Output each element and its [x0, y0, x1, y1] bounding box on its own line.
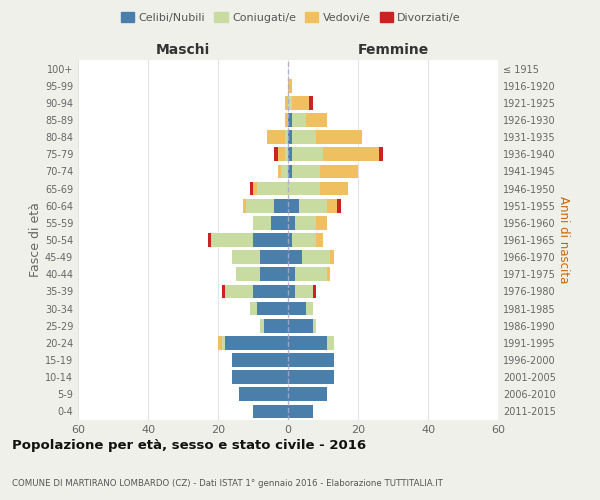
Bar	[221, 284, 225, 298]
Bar	[211, 233, 253, 247]
Bar	[242, 199, 246, 212]
Bar	[225, 336, 288, 349]
Bar	[253, 216, 271, 230]
Bar	[316, 216, 326, 230]
Bar	[232, 370, 288, 384]
Bar	[253, 284, 288, 298]
Bar	[288, 319, 313, 332]
Text: COMUNE DI MARTIRANO LOMBARDO (CZ) - Dati ISTAT 1° gennaio 2016 - Elaborazione TU: COMUNE DI MARTIRANO LOMBARDO (CZ) - Dati…	[12, 478, 443, 488]
Bar	[281, 164, 288, 178]
Bar	[235, 268, 260, 281]
Bar	[246, 199, 274, 212]
Bar	[284, 148, 288, 161]
Bar	[292, 130, 316, 144]
Bar	[288, 148, 292, 161]
Bar	[316, 233, 323, 247]
Bar	[299, 199, 326, 212]
Bar	[263, 319, 288, 332]
Bar	[288, 130, 292, 144]
Bar	[295, 268, 326, 281]
Bar	[305, 113, 326, 127]
Bar	[292, 148, 323, 161]
Bar	[288, 96, 292, 110]
Bar	[313, 284, 316, 298]
Text: Popolazione per età, sesso e stato civile - 2016: Popolazione per età, sesso e stato civil…	[12, 440, 366, 452]
Bar	[337, 199, 341, 212]
Legend: Celibi/Nubili, Coniugati/e, Vedovi/e, Divorziati/e: Celibi/Nubili, Coniugati/e, Vedovi/e, Di…	[116, 8, 466, 28]
Bar	[232, 250, 260, 264]
Bar	[239, 388, 288, 401]
Bar	[288, 113, 292, 127]
Bar	[260, 250, 288, 264]
Bar	[232, 353, 288, 367]
Bar	[288, 164, 292, 178]
Bar	[271, 216, 288, 230]
Bar	[292, 233, 316, 247]
Text: Femmine: Femmine	[358, 42, 428, 56]
Bar	[288, 182, 320, 196]
Bar	[379, 148, 383, 161]
Bar	[253, 182, 257, 196]
Bar	[288, 250, 302, 264]
Bar	[274, 148, 277, 161]
Bar	[292, 96, 309, 110]
Bar	[320, 164, 358, 178]
Bar	[277, 164, 281, 178]
Bar	[292, 164, 320, 178]
Bar	[208, 233, 211, 247]
Bar	[288, 268, 295, 281]
Bar	[288, 388, 326, 401]
Bar	[250, 182, 253, 196]
Bar	[260, 319, 263, 332]
Text: Maschi: Maschi	[156, 42, 210, 56]
Bar	[326, 336, 334, 349]
Bar	[284, 96, 288, 110]
Bar	[323, 148, 379, 161]
Bar	[288, 233, 292, 247]
Bar	[316, 130, 361, 144]
Bar	[267, 130, 284, 144]
Bar	[288, 216, 295, 230]
Bar	[326, 268, 330, 281]
Bar	[260, 268, 288, 281]
Bar	[253, 233, 288, 247]
Bar	[257, 182, 288, 196]
Bar	[288, 404, 313, 418]
Bar	[225, 284, 253, 298]
Y-axis label: Fasce di età: Fasce di età	[29, 202, 42, 278]
Bar	[302, 250, 330, 264]
Bar	[253, 404, 288, 418]
Bar	[284, 113, 288, 127]
Bar	[288, 353, 334, 367]
Bar	[292, 113, 305, 127]
Bar	[330, 250, 334, 264]
Bar	[295, 216, 316, 230]
Bar	[288, 284, 295, 298]
Bar	[277, 148, 284, 161]
Bar	[295, 284, 313, 298]
Bar	[309, 96, 313, 110]
Bar	[288, 336, 326, 349]
Bar	[320, 182, 347, 196]
Bar	[250, 302, 257, 316]
Bar	[221, 336, 225, 349]
Bar	[284, 130, 288, 144]
Bar	[288, 199, 299, 212]
Bar	[313, 319, 316, 332]
Bar	[288, 370, 334, 384]
Bar	[305, 302, 313, 316]
Bar	[257, 302, 288, 316]
Bar	[218, 336, 221, 349]
Bar	[326, 199, 337, 212]
Y-axis label: Anni di nascita: Anni di nascita	[557, 196, 569, 284]
Bar	[288, 79, 292, 92]
Bar	[274, 199, 288, 212]
Bar	[288, 302, 305, 316]
